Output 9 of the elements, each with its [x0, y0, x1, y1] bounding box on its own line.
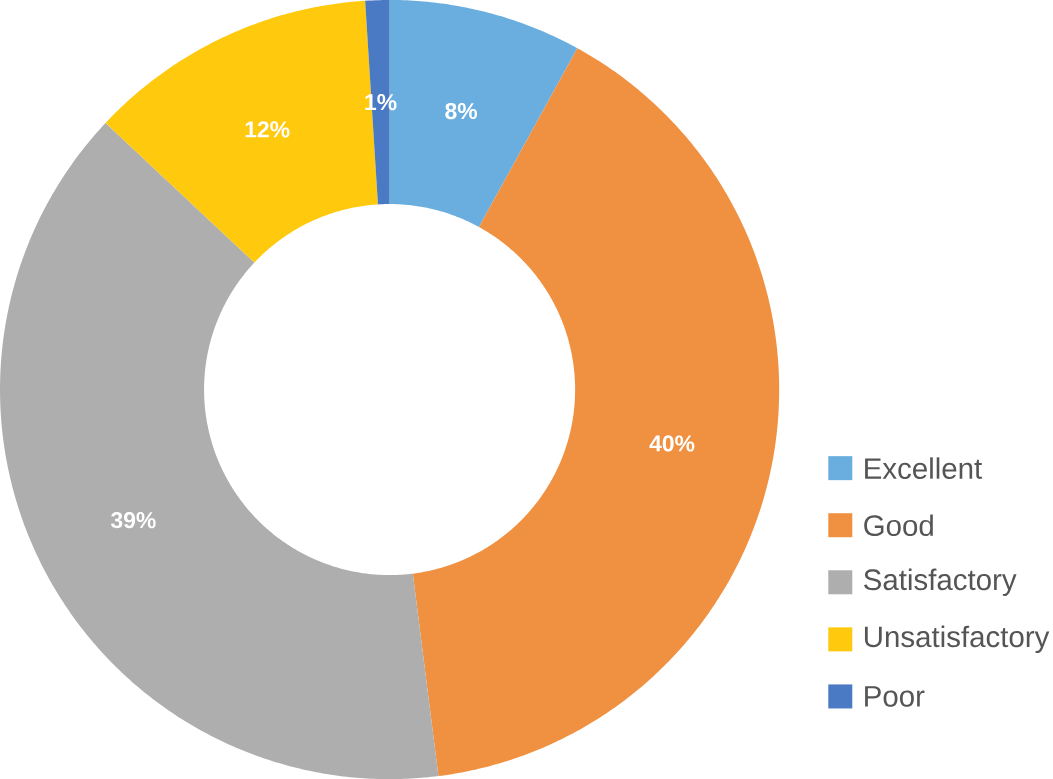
legend-label: Satisfactory	[864, 568, 1017, 596]
data-label: 8%	[445, 102, 478, 120]
data-label: 39%	[110, 511, 156, 529]
data-label: 12%	[245, 121, 290, 138]
legend-label: Good	[864, 514, 933, 536]
legend-label: Poor	[865, 686, 925, 707]
legend-label: Excellent	[865, 457, 983, 479]
legend-label: Unsatisfactory	[864, 625, 1050, 654]
data-label: 40%	[649, 435, 695, 452]
